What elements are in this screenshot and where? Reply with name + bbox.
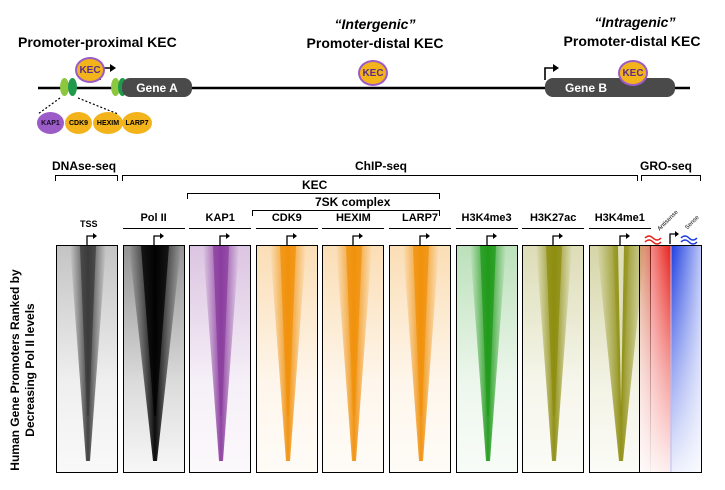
factor-kap1: KAP1	[37, 112, 64, 134]
signal-core	[80, 246, 96, 416]
factor-larp7: LARP7	[122, 112, 152, 134]
tss-arrow-gene-b	[544, 67, 553, 80]
heatmap-kap1	[189, 245, 252, 473]
panel-underline	[122, 228, 185, 229]
intergenic-title-text: “Intergenic”	[334, 16, 416, 32]
proximal-kec-label: Promoter-proximal KEC	[18, 34, 177, 50]
7sk-bracket	[252, 210, 440, 211]
gro-bracket-tick-r	[700, 175, 701, 181]
heatmap-cdk9	[255, 245, 318, 473]
kec-bracket-tick-l	[187, 193, 188, 199]
gro-seq-label: GRO-seq	[640, 159, 693, 173]
factor-hexim: HEXIM	[93, 112, 123, 134]
gene-b: Gene B	[545, 78, 675, 97]
gene-a: Gene A	[122, 78, 192, 97]
kec-group-label: KEC	[302, 178, 328, 192]
intragenic-title-text: “Intragenic”	[594, 14, 676, 30]
heatmap-dnase-seq	[56, 245, 118, 473]
panel-tss-arrow	[619, 233, 630, 245]
panel-tss-arrow	[219, 233, 231, 245]
tss-label: TSS	[80, 219, 98, 229]
panel-underline	[255, 228, 318, 229]
chip-seq-label: ChIP-seq	[355, 159, 408, 173]
panel-label-h3k4me3: H3K4me3	[461, 212, 512, 224]
heatmap-h3k27ac	[522, 245, 585, 473]
panel-label-kap1: KAP1	[205, 212, 235, 224]
panel-underline	[522, 228, 585, 229]
panel-underline	[588, 228, 651, 229]
panel-label-h3k27ac: H3K27ac	[529, 212, 577, 224]
gro-tss-arrowhead	[675, 231, 679, 237]
heatmap-pol-ii	[122, 245, 185, 473]
panel-tss-arrow	[286, 233, 297, 245]
panel-label-pol-ii: Pol II	[140, 212, 167, 224]
intragenic-sub: Promoter-distal KEC	[563, 33, 701, 49]
tss-arrowhead-gene-a	[110, 64, 116, 72]
panel-tss-arrow	[86, 233, 97, 245]
7sk-complex-label: 7SK complex	[315, 195, 391, 209]
zoom-line-left	[37, 97, 61, 115]
kec-bracket	[187, 193, 440, 194]
panel-underline	[322, 228, 385, 229]
green-factor-2	[68, 78, 77, 96]
signal-core	[546, 246, 563, 416]
dnase-bracket	[55, 175, 118, 176]
panel-tss-arrow	[152, 233, 164, 245]
heatmap-h3k4me3	[455, 245, 518, 473]
signal-core	[346, 246, 363, 416]
y-axis-line1: Human Gene Promoters Ranked by	[8, 269, 22, 471]
sense-wave-2	[680, 239, 698, 245]
antisense-wave	[644, 235, 662, 241]
gro-seq-heatmap	[639, 245, 702, 473]
panel-label-cdk9: CDK9	[271, 212, 302, 224]
signal-core	[413, 246, 429, 416]
panel-tss-arrow	[485, 233, 497, 245]
sense-wave	[680, 235, 698, 241]
dnase-bracket-tick-r	[117, 175, 118, 181]
y-axis-line2: Decreasing Pol II levels	[23, 303, 37, 437]
kec-intergenic: KEC	[358, 60, 388, 86]
heatmap-hexim	[322, 245, 385, 473]
panel-label-larp7: LARP7	[401, 212, 439, 224]
gro-tss-arrow	[669, 233, 675, 244]
intragenic-title: “Intragenic”	[560, 14, 710, 30]
y-axis-label: Human Gene Promoters Ranked by Decreasin…	[8, 250, 48, 490]
gro-strand-icons	[644, 231, 698, 245]
intergenic-title: “Intergenic”	[300, 16, 450, 32]
tss-depletion	[617, 246, 624, 406]
kec-intragenic: KEC	[618, 60, 648, 86]
panel-tss-arrow	[352, 233, 364, 245]
antisense-wave-2	[644, 239, 662, 245]
chip-bracket	[122, 175, 638, 176]
heatmap-larp7	[389, 245, 451, 473]
signal-core	[479, 246, 496, 416]
panel-label-hexim: HEXIM	[335, 212, 371, 224]
signal-core	[279, 246, 296, 416]
green-factor-3	[111, 78, 120, 96]
kec-proximal: KEC	[75, 57, 105, 83]
signal-core	[140, 246, 169, 416]
gro-bracket	[641, 175, 701, 176]
gro-seq-svg	[640, 246, 701, 472]
dnase-seq-label: DNAse-seq	[52, 159, 117, 173]
tss-arrowhead-gene-b	[553, 64, 559, 72]
signal-core	[213, 246, 230, 416]
gro-bracket-tick-l	[641, 175, 642, 181]
intergenic-sub: Promoter-distal KEC	[306, 35, 444, 51]
green-factor-1	[60, 78, 69, 96]
panel-underline	[455, 228, 518, 229]
chip-bracket-tick-l	[122, 175, 123, 181]
chip-bracket-tick-r	[637, 175, 638, 181]
kec-bracket-tick-r	[439, 193, 440, 199]
panel-underline	[189, 228, 252, 229]
panel-tss-arrow	[552, 233, 564, 245]
7sk-bracket-tick-r	[439, 210, 440, 216]
factor-cdk9: CDK9	[65, 112, 92, 134]
zoom-line-right	[77, 97, 119, 115]
panel-underline	[389, 228, 451, 229]
panel-label-h3k4me1: H3K4me1	[594, 212, 645, 224]
7sk-bracket-tick-l	[252, 210, 253, 216]
panel-tss-arrow	[419, 233, 430, 245]
dnase-bracket-tick-l	[55, 175, 56, 181]
